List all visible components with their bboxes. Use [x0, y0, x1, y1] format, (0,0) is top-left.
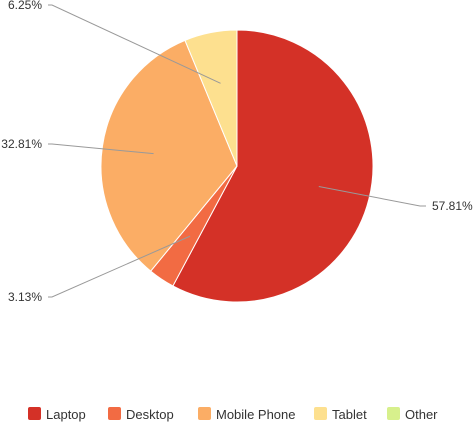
legend: Laptop Desktop Mobile Phone Tablet Other	[28, 407, 438, 422]
leader-line-mobile-phone	[48, 143, 154, 155]
leader-line-laptop	[318, 185, 426, 207]
legend-swatch-desktop	[108, 407, 121, 420]
legend-swatch-other	[387, 407, 400, 420]
pie-slice-laptop	[172, 29, 374, 303]
legend-label-laptop: Laptop	[46, 407, 86, 422]
legend-item-mobile-phone[interactable]: Mobile Phone	[198, 407, 296, 422]
pie-slice-mobile-phone	[100, 39, 238, 272]
legend-item-tablet[interactable]: Tablet	[314, 407, 367, 422]
leader-line-desktop	[48, 235, 191, 298]
legend-swatch-mobile-phone	[198, 407, 211, 420]
legend-label-other: Other	[405, 407, 438, 422]
legend-label-mobile-phone: Mobile Phone	[216, 407, 296, 422]
legend-item-laptop[interactable]: Laptop	[28, 407, 86, 422]
pie-slice-tablet	[184, 29, 238, 167]
leader-line-tablet	[48, 4, 221, 84]
data-label-mobile-phone: 32.81%	[1, 137, 42, 151]
legend-swatch-laptop	[28, 407, 41, 420]
legend-label-tablet: Tablet	[332, 407, 367, 422]
legend-swatch-tablet	[314, 407, 327, 420]
legend-item-other[interactable]: Other	[387, 407, 438, 422]
data-labels: 57.81% 3.13% 32.81% 6.25%	[1, 0, 473, 304]
pie-slices	[100, 29, 374, 303]
legend-item-desktop[interactable]: Desktop	[108, 407, 174, 422]
data-label-tablet: 6.25%	[8, 0, 42, 12]
data-label-desktop: 3.13%	[8, 290, 42, 304]
legend-label-desktop: Desktop	[126, 407, 174, 422]
data-label-laptop: 57.81%	[432, 199, 473, 213]
